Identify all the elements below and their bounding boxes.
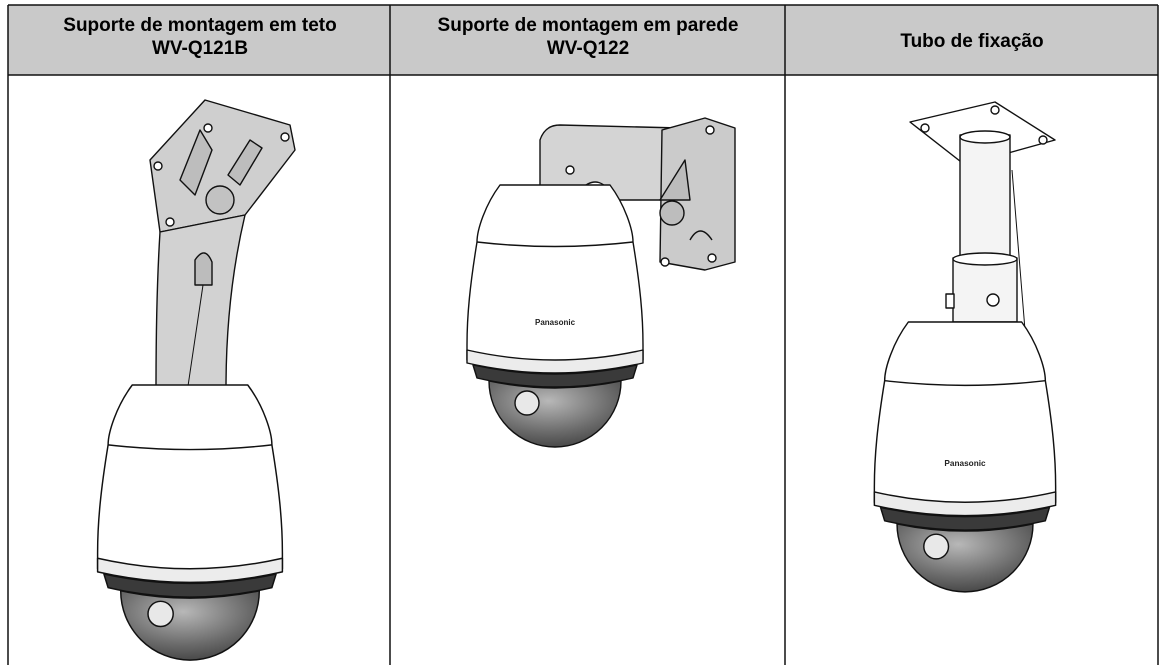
camera-housing [96, 384, 284, 580]
camera-housing [466, 184, 644, 371]
camera-lens [923, 533, 950, 560]
camera-rim [466, 349, 644, 374]
camera-rim [873, 491, 1057, 517]
housing-seam [108, 444, 272, 451]
brand-label: Panasonic [944, 459, 986, 468]
header-background [8, 5, 1158, 75]
wall-bracket [539, 117, 736, 271]
camera-rim [96, 557, 284, 584]
dome-camera: Panasonic [873, 321, 1057, 593]
dome-camera: Panasonic [466, 184, 644, 448]
table-grid [7, 4, 1159, 665]
dome-camera [96, 384, 284, 661]
header-title: Suporte de montagem em parede [438, 15, 739, 36]
housing-seam [476, 241, 634, 248]
camera-dome [488, 380, 622, 448]
ceiling-bracket [149, 99, 296, 441]
dark-ring [472, 364, 638, 388]
housing-seam [884, 379, 1046, 387]
camera-housing [873, 321, 1057, 514]
camera-lens [514, 390, 540, 416]
pipe-mount [909, 101, 1056, 331]
header-model: WV-Q122 [547, 38, 629, 59]
camera-lens [147, 600, 174, 628]
dark-ring [879, 506, 1051, 531]
header-title: Tubo de fixação [900, 31, 1043, 52]
header-title: Suporte de montagem em teto [63, 15, 336, 36]
brand-label: Panasonic [535, 318, 576, 327]
camera-dome [119, 590, 261, 661]
camera-dome [896, 523, 1034, 593]
header-model: WV-Q121B [152, 38, 248, 59]
dark-ring [103, 573, 277, 598]
cameras: Panasonic Panasonic [96, 184, 1057, 661]
